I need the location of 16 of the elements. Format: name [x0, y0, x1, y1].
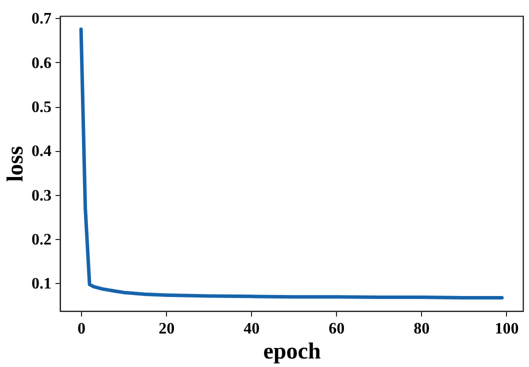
y-tick-label: 0.5: [32, 99, 52, 116]
y-tick-label: 0.7: [32, 10, 52, 28]
y-tick-label: 0.3: [32, 187, 52, 204]
y-tick-label: 0.2: [32, 232, 52, 249]
x-tick-label: 20: [158, 320, 175, 338]
x-tick-label: 80: [414, 320, 430, 338]
y-tick-label: 0.4: [32, 143, 52, 160]
y-tick-label: 0.6: [32, 54, 52, 72]
x-tick-label: 100: [494, 320, 519, 338]
x-tick-label: 40: [244, 320, 260, 338]
x-tick-label: 60: [328, 320, 345, 338]
x-axis-title: epoch: [263, 338, 321, 364]
y-axis-title: loss: [2, 146, 28, 182]
y-tick-label: 0.1: [32, 276, 52, 293]
line-series: [79, 28, 504, 300]
x-tick-label: 0: [78, 320, 86, 338]
